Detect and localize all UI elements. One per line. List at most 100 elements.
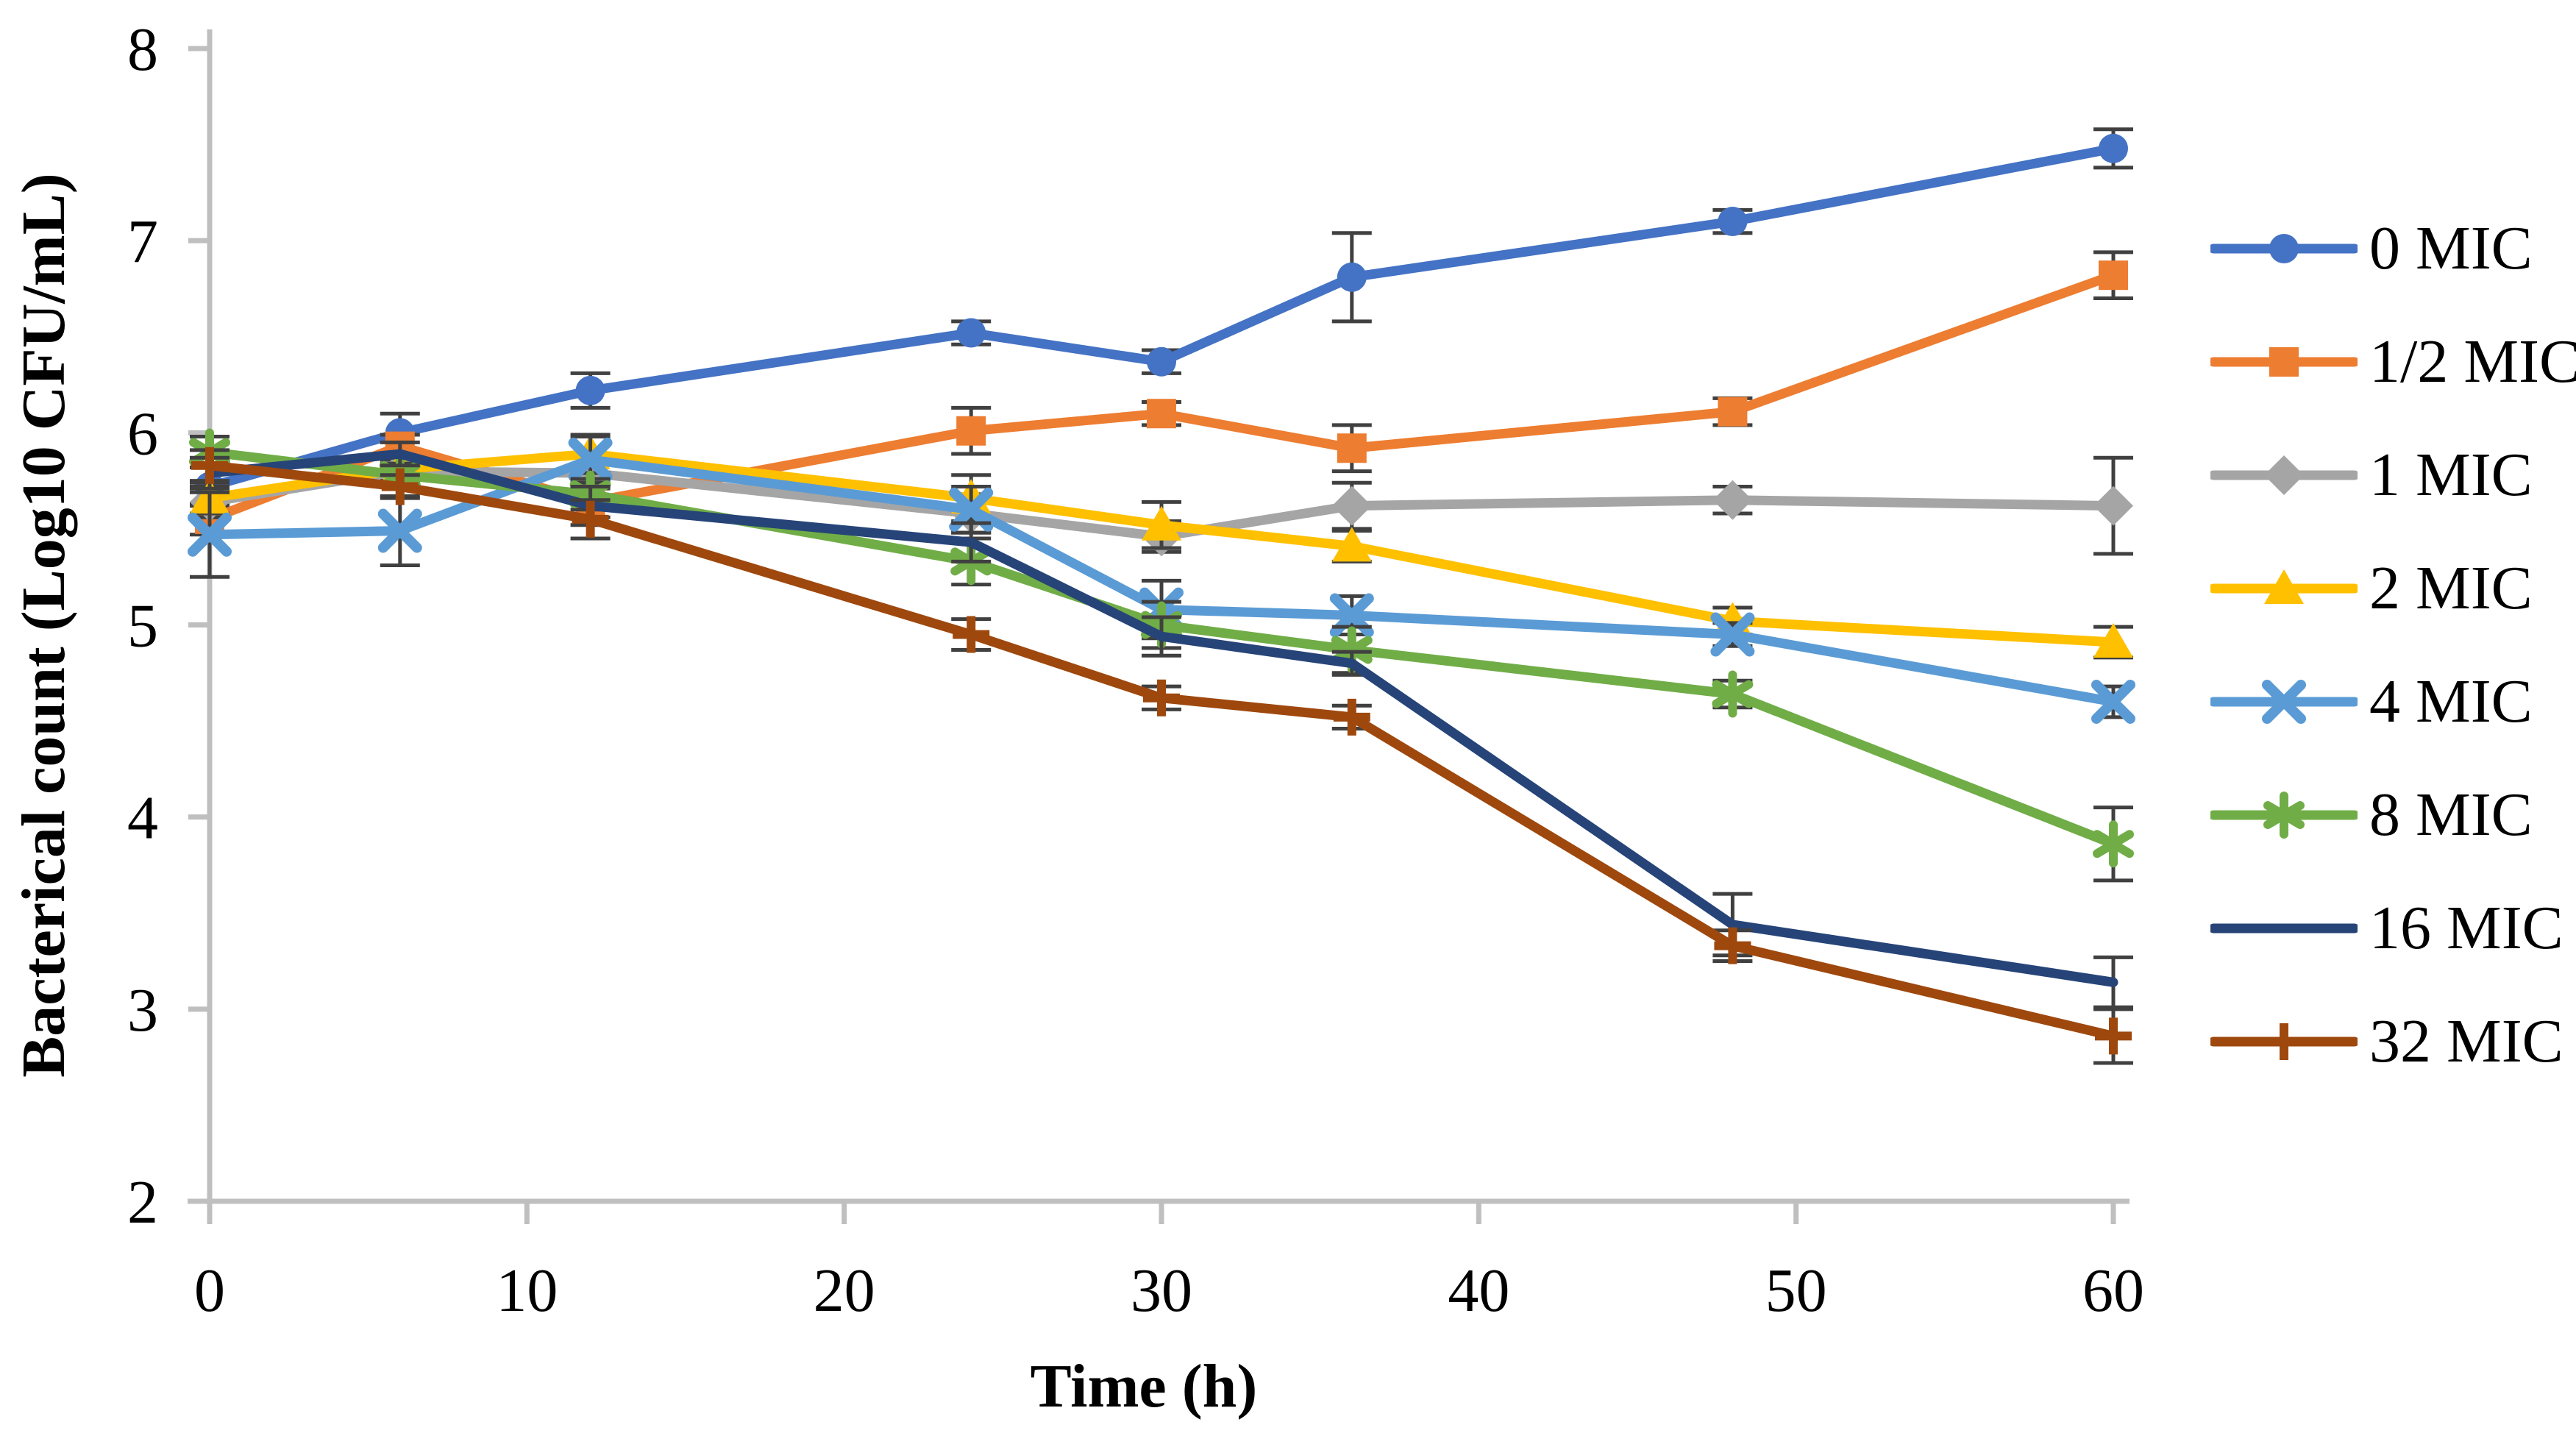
legend-swatch-1-2-mic xyxy=(2210,347,2358,377)
asterisk-marker-icon xyxy=(1331,636,1373,664)
series-line-0-mic xyxy=(204,143,2118,491)
x-marker-icon xyxy=(568,437,613,482)
diamond-marker-icon xyxy=(2093,486,2133,526)
y-axis-title: Bacterical count (Log10 CFU/mL) xyxy=(10,173,78,1078)
x-tick-label: 0 xyxy=(194,1256,225,1325)
series-line-32-mic xyxy=(204,461,2118,1041)
square-marker-icon xyxy=(1718,397,1748,427)
diamond-marker-icon xyxy=(1331,486,1372,526)
y-tick-label: 3 xyxy=(127,976,158,1045)
x-marker-icon xyxy=(188,512,232,557)
legend-swatch-1-mic xyxy=(2210,455,2358,495)
data-point-0-mic xyxy=(1718,207,1748,237)
data-point-32-mic xyxy=(953,616,990,653)
axes: 8 7 6 5 4 3 20 10 20 30 40 50 60 xyxy=(127,15,2144,1325)
legend-item-4-mic: 4 MIC xyxy=(2210,665,2533,739)
legend-swatch-2-mic xyxy=(2210,569,2358,604)
data-point-1-2-mic xyxy=(1718,397,1748,427)
legend-label: 2 MIC xyxy=(2369,554,2533,622)
data-point-4-mic xyxy=(568,437,613,482)
data-point-1-2-mic xyxy=(956,416,986,446)
legend-label: 4 MIC xyxy=(2369,667,2533,736)
data-point-0-mic xyxy=(956,318,986,348)
x-tick-label: 40 xyxy=(1448,1256,1509,1325)
triangle-marker-icon xyxy=(2093,623,2133,658)
data-point-4-mic xyxy=(377,508,422,553)
series-1-2-mic xyxy=(190,250,2133,537)
legend-swatch-8-mic xyxy=(2210,792,2358,839)
legend-item-8-mic: 8 MIC xyxy=(2210,778,2533,852)
circle-marker-icon xyxy=(1718,207,1748,237)
series-32-mic xyxy=(190,447,2133,1065)
square-marker-icon xyxy=(2269,347,2299,377)
y-tick-label: 6 xyxy=(127,399,158,468)
series-0-mic xyxy=(190,127,2133,508)
series-16-mic xyxy=(190,440,2133,1009)
x-axis-title: Time (h) xyxy=(1030,1352,1258,1420)
series-line-1-2-mic xyxy=(204,270,2118,525)
data-point-4-mic xyxy=(1710,612,1755,657)
data-point-4-mic xyxy=(188,512,232,557)
y-tick-label: 7 xyxy=(127,207,158,276)
triangle-marker-icon xyxy=(1331,527,1372,562)
legend-label: 1/2 MIC xyxy=(2369,327,2576,396)
square-marker-icon xyxy=(956,416,986,446)
legend-label: 0 MIC xyxy=(2369,214,2533,282)
data-point-1-2-mic xyxy=(2099,260,2128,291)
series-line-1-mic xyxy=(204,466,2118,541)
legend-item-16-mic: 16 MIC xyxy=(2210,892,2563,965)
asterisk-marker-icon xyxy=(2263,801,2305,829)
circle-marker-icon xyxy=(575,375,605,405)
data-point-32-mic xyxy=(1143,679,1180,716)
y-tick-label: 5 xyxy=(127,592,158,661)
legend-item-32-mic: 32 MIC xyxy=(2210,1005,2563,1078)
circle-marker-icon xyxy=(2269,234,2299,263)
data-point-32-mic xyxy=(572,500,609,538)
legend-label: 32 MIC xyxy=(2369,1007,2563,1075)
legend-swatch-16-mic xyxy=(2210,923,2358,934)
data-point-4-mic xyxy=(2091,679,2135,724)
legend-item-0-mic: 0 MIC xyxy=(2210,212,2533,285)
square-marker-icon xyxy=(2099,260,2128,291)
x-marker-icon xyxy=(2262,680,2306,724)
legend-swatch-0-mic xyxy=(2210,234,2358,263)
data-point-1-2-mic xyxy=(1337,433,1367,463)
square-marker-icon xyxy=(1147,399,1176,429)
circle-marker-icon xyxy=(1147,346,1176,377)
x-tick-label: 10 xyxy=(496,1256,558,1325)
legend-label: 1 MIC xyxy=(2369,441,2533,509)
series-line-16-mic xyxy=(204,449,2118,987)
data-point-2-mic xyxy=(1142,505,1181,541)
x-marker-icon xyxy=(2091,679,2135,724)
data-point-8-mic xyxy=(1712,670,1754,718)
legend-item-1-mic: 1 MIC xyxy=(2210,438,2533,512)
square-marker-icon xyxy=(1337,433,1367,463)
data-point-32-mic xyxy=(2095,1017,2132,1055)
data-point-0-mic xyxy=(575,375,605,405)
x-tick-label: 60 xyxy=(2082,1256,2144,1325)
diamond-marker-icon xyxy=(1712,480,1753,520)
y-tick-label: 8 xyxy=(127,15,158,84)
legend-label: 8 MIC xyxy=(2369,780,2533,849)
series-line-4-mic xyxy=(204,455,2118,707)
x-marker-icon xyxy=(949,487,994,532)
circle-marker-icon xyxy=(1337,262,1367,292)
data-point-1-mic xyxy=(1331,486,1372,526)
legend-label: 16 MIC xyxy=(2369,894,2563,962)
asterisk-marker-icon xyxy=(2093,830,2134,858)
circle-marker-icon xyxy=(2099,133,2128,163)
data-point-4-mic xyxy=(949,487,994,532)
y-tick-label: 4 xyxy=(127,784,158,853)
data-point-32-mic xyxy=(1714,927,1751,964)
asterisk-marker-icon xyxy=(1712,680,1754,708)
legend-item-2-mic: 2 MIC xyxy=(2210,552,2533,625)
y-tick-label: 2 xyxy=(127,1168,158,1237)
data-point-2-mic xyxy=(2093,623,2133,658)
data-point-1-mic xyxy=(1712,480,1753,520)
data-point-2-mic xyxy=(1331,527,1372,562)
diamond-marker-icon xyxy=(2264,455,2304,495)
triangle-marker-icon xyxy=(1142,505,1181,541)
data-point-1-2-mic xyxy=(1147,399,1176,429)
